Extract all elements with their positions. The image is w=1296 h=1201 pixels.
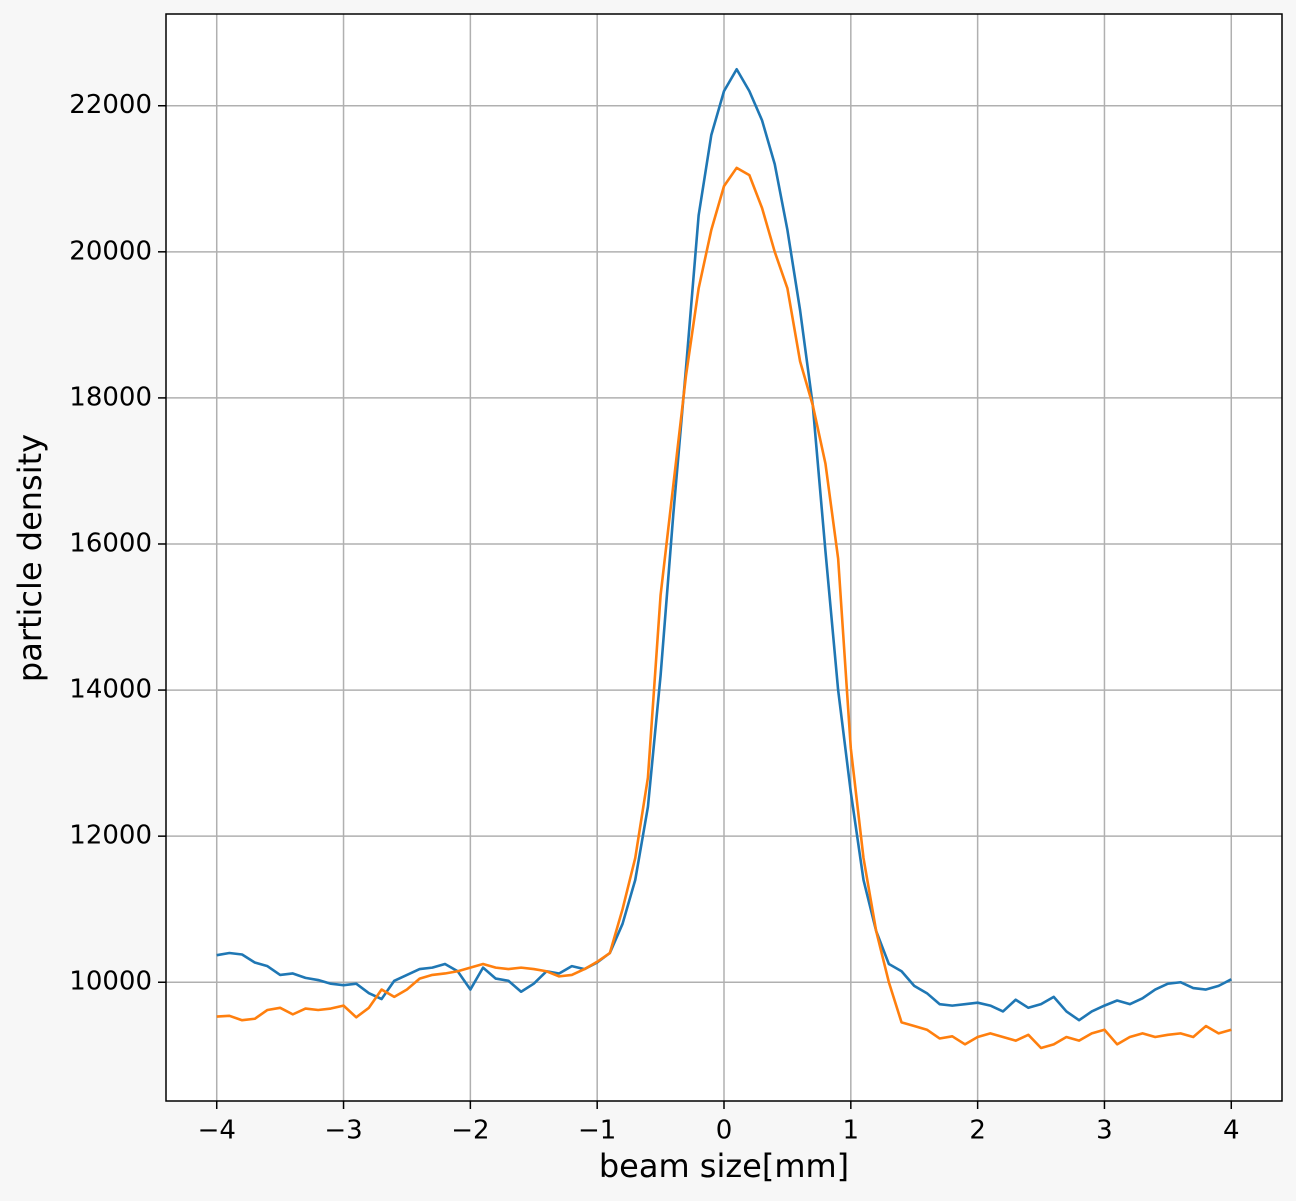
x-axis-label: beam size[mm] <box>599 1147 849 1185</box>
y-tick-label: 10000 <box>69 967 152 997</box>
x-tick-label: −3 <box>324 1116 362 1146</box>
x-tick-label: 2 <box>969 1116 986 1146</box>
y-tick-label: 20000 <box>69 236 152 266</box>
x-tick-label: −2 <box>451 1116 489 1146</box>
x-tick-label: 1 <box>843 1116 860 1146</box>
x-tick-label: 0 <box>716 1116 733 1146</box>
y-tick-label: 18000 <box>69 382 152 412</box>
data-line <box>216 166 1232 1050</box>
y-tick-label: 14000 <box>69 675 152 705</box>
y-tick-label: 16000 <box>69 528 152 558</box>
y-axis-label: particle density <box>11 434 49 682</box>
x-tick-label: −4 <box>198 1116 236 1146</box>
plot-frame <box>165 13 1283 1102</box>
x-tick-label: −1 <box>578 1116 616 1146</box>
x-tick-label: 3 <box>1096 1116 1113 1146</box>
x-tick-label: 4 <box>1223 1116 1240 1146</box>
y-tick-label: 12000 <box>69 821 152 851</box>
y-tick-label: 22000 <box>69 90 152 120</box>
